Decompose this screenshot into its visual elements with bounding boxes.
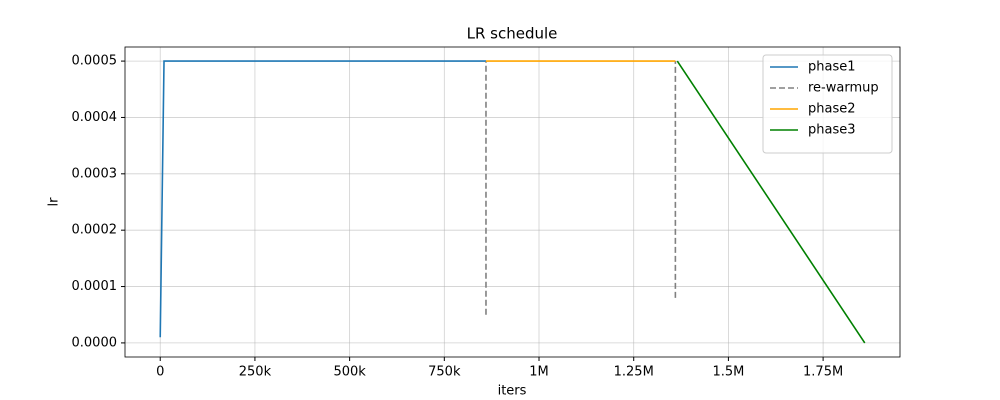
legend-box [762, 54, 893, 154]
legend-label: phase3 [808, 123, 856, 138]
x-tick-label: 1.75M [803, 365, 843, 380]
x-tick-label: 250k [239, 365, 272, 380]
x-axis-label: iters [498, 384, 527, 399]
series-line [676, 60, 866, 344]
x-tick-label: 1.25M [614, 365, 654, 380]
x-tick-label: 1.5M [712, 365, 744, 380]
chart-title: LR schedule [467, 25, 558, 43]
y-tick-label: 0.0002 [72, 223, 118, 238]
plot-frame [124, 46, 901, 358]
series-line [485, 61, 677, 315]
series-line [159, 60, 486, 338]
legend-label: phase1 [808, 60, 856, 75]
x-tick-label: 500k [333, 365, 366, 380]
y-tick-label: 0.0005 [72, 54, 118, 69]
x-tick-label: 750k [428, 365, 461, 380]
y-tick-label: 0.0003 [72, 166, 118, 181]
y-tick-label: 0.0000 [72, 335, 118, 350]
x-tick-label: 0 [156, 365, 164, 380]
legend-label: re-warmup [808, 81, 879, 96]
x-tick-label: 1M [529, 365, 549, 380]
y-tick-label: 0.0001 [72, 279, 118, 294]
legend-label: phase2 [808, 102, 856, 117]
y-axis-label: lr [47, 197, 62, 207]
y-tick-label: 0.0004 [72, 110, 118, 125]
